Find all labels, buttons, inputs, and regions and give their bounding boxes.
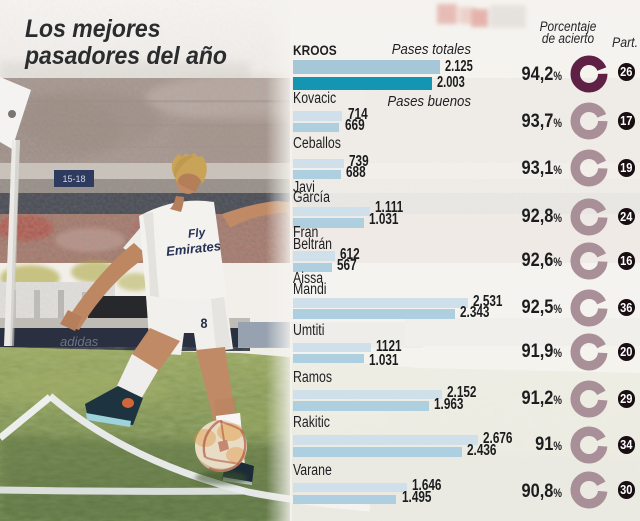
svg-text:Emirates: Emirates — [165, 238, 221, 259]
svg-text:8: 8 — [200, 315, 207, 331]
svg-text:Fly: Fly — [187, 225, 207, 241]
svg-text:adidas: adidas — [60, 334, 99, 349]
svg-text:15-18: 15-18 — [62, 174, 85, 184]
